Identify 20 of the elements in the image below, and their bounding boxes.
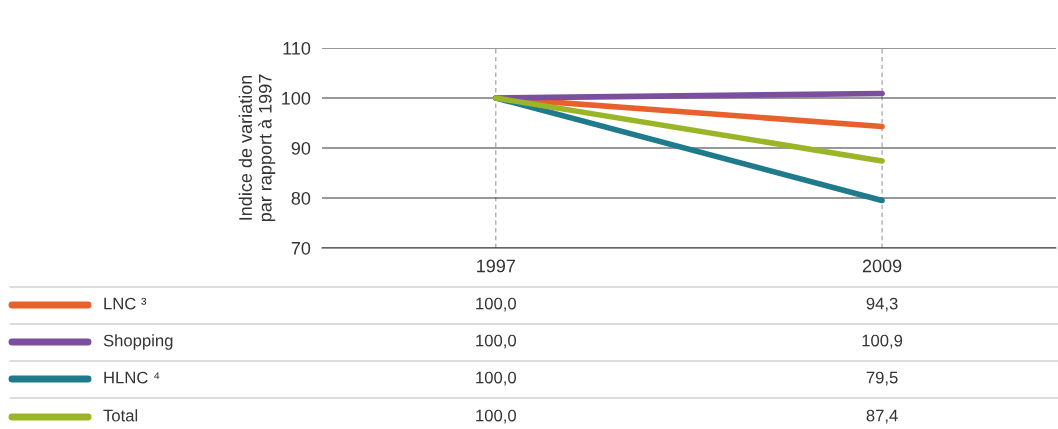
y-tick-label: 100	[282, 91, 311, 105]
data-label: 87,4	[866, 409, 898, 424]
legend-label: HLNC ⁴	[104, 371, 160, 384]
data-label: 100,9	[862, 334, 903, 349]
y-tick-label: 110	[283, 41, 311, 55]
x-tick-label: 1997	[477, 259, 515, 273]
data-label: 100,0	[476, 409, 517, 424]
data-label: 94,3	[866, 297, 898, 312]
legend-label: LNC ³	[104, 297, 147, 310]
data-label: 100,0	[476, 297, 517, 312]
y-axis-title: Indice de variation par rapport à 1997	[238, 74, 276, 222]
data-label: 100,0	[476, 334, 517, 349]
data-label: 100,0	[476, 371, 517, 386]
y-tick-label: 80	[291, 191, 311, 205]
data-label: 79,5	[866, 371, 898, 386]
y-tick-label: 70	[291, 241, 311, 255]
legend-label: Shopping	[103, 334, 173, 350]
legend-label: Total	[103, 409, 138, 422]
x-tick-label: 2009	[862, 259, 902, 273]
y-tick-label: 90	[291, 141, 311, 155]
